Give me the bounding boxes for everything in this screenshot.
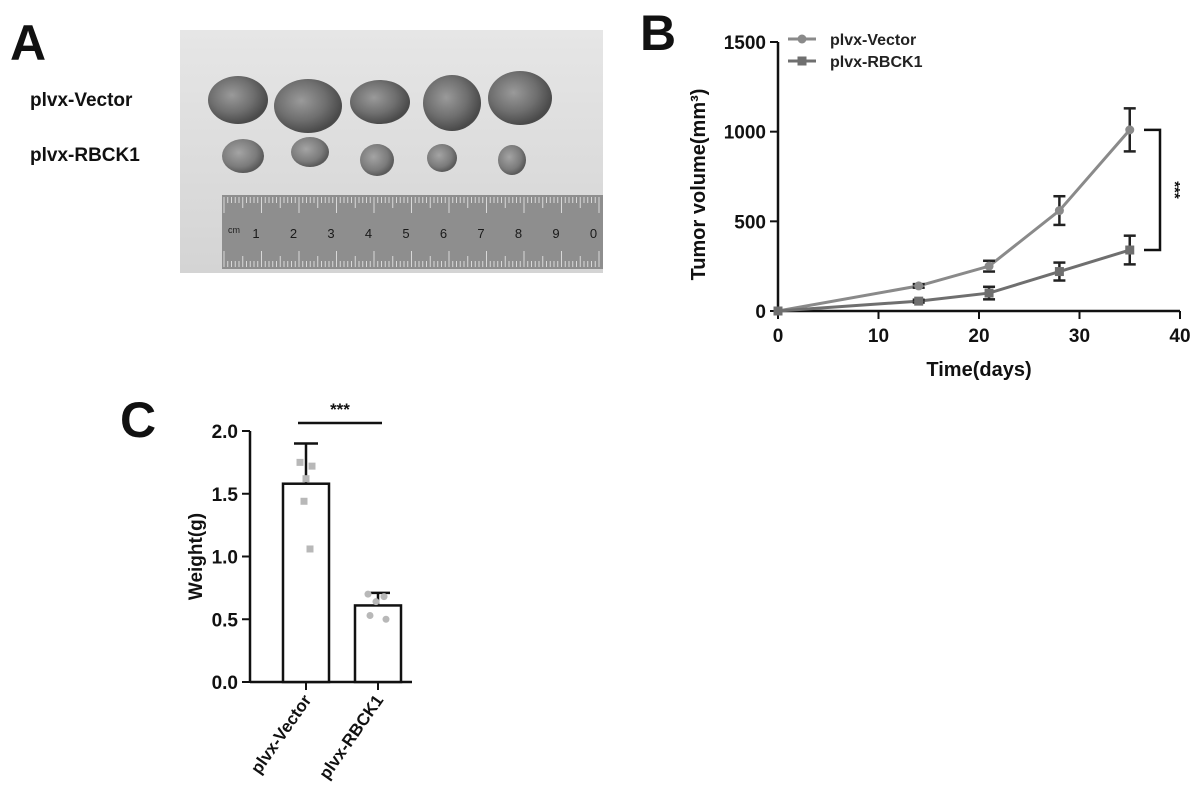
tumor-rbck1-4 xyxy=(427,144,457,172)
y-tick-label: 0.5 xyxy=(212,610,239,631)
bar-vector xyxy=(281,482,331,684)
x-tick-label: 30 xyxy=(1069,326,1090,347)
row-label-vector: plvx-Vector xyxy=(30,90,133,111)
significance-label: *** xyxy=(330,400,350,419)
data-point-rbck1 xyxy=(984,288,994,298)
ruler-numbers: 1 2 3 4 5 6 7 8 9 0 xyxy=(252,226,597,241)
data-point xyxy=(302,475,310,483)
y-tick-label: 0.0 xyxy=(212,673,238,694)
tumor-vector-5 xyxy=(488,71,552,125)
tumor-rbck1-3 xyxy=(360,144,394,176)
x-tick-label: 0 xyxy=(773,326,784,347)
legend-label: plvx-Vector xyxy=(830,32,916,49)
tumor-rbck1-5 xyxy=(498,145,526,175)
y-axis-label: Weight(g) xyxy=(186,513,207,600)
ruler: cm 1 2 3 4 5 6 7 8 9 0 xyxy=(222,195,603,269)
ruler-number: 0 xyxy=(590,226,597,241)
weight-bar-chart: 0.0 0.5 1.0 1.5 2.0 Weight(g) plvx-Vector plvx-… xyxy=(186,400,412,783)
ruler-ticks xyxy=(223,197,600,267)
data-point xyxy=(306,545,314,553)
panel-b-letter: B xyxy=(640,5,677,61)
x-tick-label: 40 xyxy=(1169,326,1190,347)
tumor-rbck1-1 xyxy=(222,139,264,173)
data-point-vector xyxy=(1125,125,1135,135)
y-tick-label: 2.0 xyxy=(212,422,238,443)
data-point-rbck1 xyxy=(1125,245,1135,255)
ruler-number: 8 xyxy=(515,226,522,241)
data-point-rbck1 xyxy=(1054,267,1064,277)
significance-bracket xyxy=(1144,128,1162,252)
x-tick-label: 20 xyxy=(968,326,989,347)
data-point xyxy=(296,458,304,466)
ruler-unit: cm xyxy=(228,225,240,235)
y-tick-label: 1.5 xyxy=(212,485,239,506)
x-tick-label: plvx-Vector xyxy=(247,691,315,777)
row-label-rbck1: plvx-RBCK1 xyxy=(30,145,140,166)
panel-a-letter: A xyxy=(10,15,47,71)
tumor-row-vector xyxy=(208,71,552,133)
tumor-volume-chart: 0 500 1000 1500 0 10 20 30 40 Time(days) Tumor vol… xyxy=(688,32,1191,381)
x-tick-label: 10 xyxy=(868,326,889,347)
ruler-number: 3 xyxy=(327,226,334,241)
y-tick-label: 0 xyxy=(755,302,766,323)
y-tick-label: 1500 xyxy=(724,33,766,54)
ruler-number: 9 xyxy=(552,226,559,241)
data-point xyxy=(364,590,372,598)
x-tick-label: plvx-RBCK1 xyxy=(315,691,387,782)
data-point-rbck1 xyxy=(773,306,783,316)
tumor-rbck1-2 xyxy=(291,137,329,167)
data-point xyxy=(300,497,308,505)
bar-rbck1 xyxy=(353,604,403,684)
tumor-row-rbck1 xyxy=(222,137,526,176)
tumor-photo: cm 1 2 3 4 5 6 7 8 9 0 xyxy=(180,30,603,273)
tumor-vector-1 xyxy=(208,76,268,124)
tumor-vector-2 xyxy=(274,79,342,133)
significance-label: *** xyxy=(1166,181,1183,199)
ruler-number: 1 xyxy=(252,226,259,241)
y-axis-label: Tumor volume(mm³) xyxy=(688,89,710,281)
tumor-vector-4 xyxy=(423,75,481,131)
series-line-vector xyxy=(777,128,1131,313)
y-tick-label: 1000 xyxy=(724,123,766,144)
ruler-number: 6 xyxy=(440,226,447,241)
ruler-number: 4 xyxy=(365,226,372,241)
ruler-body xyxy=(222,195,603,269)
data-point-vector xyxy=(914,281,924,291)
x-axis-label: Time(days) xyxy=(926,359,1031,381)
legend-label: plvx-RBCK1 xyxy=(830,54,923,71)
panel-c-letter: C xyxy=(120,392,157,448)
data-point xyxy=(366,611,374,619)
tumor-vector-3 xyxy=(350,80,410,124)
data-point xyxy=(308,462,316,470)
ruler-number: 5 xyxy=(402,226,409,241)
y-tick-label: 1.0 xyxy=(212,548,238,569)
y-tick-label: 500 xyxy=(734,212,766,233)
data-point-rbck1 xyxy=(914,296,924,306)
ruler-number: 2 xyxy=(290,226,297,241)
legend-marker xyxy=(797,56,807,66)
data-point xyxy=(380,593,388,601)
data-point-vector xyxy=(984,261,994,271)
data-point-vector xyxy=(1054,206,1064,216)
legend-marker xyxy=(797,34,807,44)
ruler-number: 7 xyxy=(477,226,484,241)
data-point xyxy=(382,615,390,623)
data-point xyxy=(372,598,380,606)
